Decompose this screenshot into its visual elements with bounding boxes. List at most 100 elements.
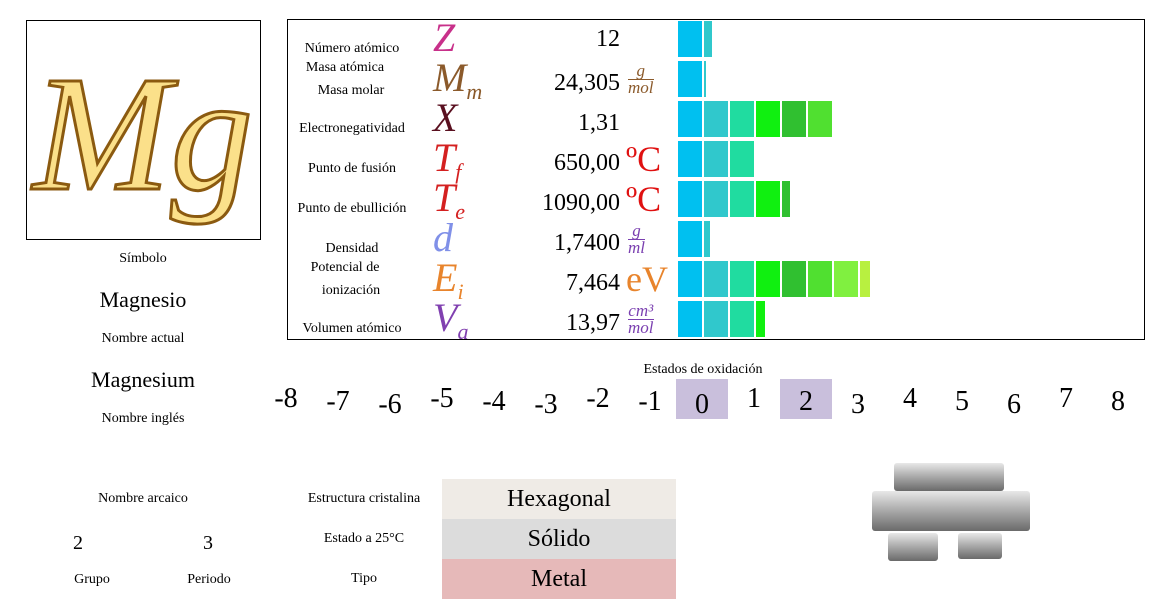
symbol-box: Mg bbox=[26, 20, 261, 240]
property-label: Volumen atómico bbox=[302, 321, 402, 336]
caption: Periodo bbox=[187, 572, 231, 587]
structure-value: Hexagonal bbox=[442, 479, 676, 519]
unit-den: ml bbox=[628, 238, 645, 257]
property-symbol: d bbox=[433, 214, 453, 261]
symbol-sub: m bbox=[466, 79, 483, 104]
structure-label: Estado a 25°C bbox=[323, 531, 405, 546]
oxidation-state: 3 bbox=[851, 389, 865, 420]
bar-segment bbox=[730, 181, 754, 217]
bar-segment bbox=[782, 181, 790, 217]
unit-den: mol bbox=[628, 318, 654, 337]
bar-segment bbox=[704, 21, 712, 57]
bar-segment bbox=[678, 181, 702, 217]
caption: Símbolo bbox=[119, 251, 167, 266]
oxidation-state: 2 bbox=[799, 386, 813, 417]
symbol-sub: a bbox=[457, 319, 469, 344]
bar-segment bbox=[860, 261, 870, 297]
property-symbol: X bbox=[433, 94, 457, 141]
unit: ºC bbox=[626, 179, 662, 219]
bar-segment bbox=[730, 301, 754, 337]
structure-value: Sólido bbox=[442, 519, 676, 559]
bar-segment bbox=[678, 301, 702, 337]
symbol-main: X bbox=[433, 95, 458, 140]
unit: g mol bbox=[628, 61, 654, 96]
caption: Nombre actual bbox=[101, 331, 185, 346]
property-label: ionización bbox=[321, 283, 381, 298]
bar-segment bbox=[756, 181, 780, 217]
unit-num: g bbox=[632, 221, 641, 240]
property-value: 1,7400 bbox=[554, 230, 620, 256]
oxidation-state: 6 bbox=[1007, 389, 1021, 420]
bar-segment bbox=[704, 301, 728, 337]
unit-num: g bbox=[636, 61, 646, 80]
oxidation-state: -6 bbox=[378, 389, 402, 420]
property-label: Número atómico bbox=[304, 41, 400, 56]
property-symbol: Va bbox=[433, 294, 468, 345]
symbol-graphic: Mg bbox=[30, 41, 255, 227]
symbol-main: d bbox=[433, 215, 453, 260]
symbol-main: T bbox=[433, 135, 456, 180]
bar-segment bbox=[704, 221, 710, 257]
unit: cm³ mol bbox=[628, 301, 654, 337]
structure-value: Metal bbox=[442, 559, 676, 599]
bar-segment bbox=[782, 261, 806, 297]
property-symbol: Tf bbox=[433, 134, 461, 185]
bar-segment bbox=[756, 301, 765, 337]
bar-segment bbox=[678, 21, 702, 57]
property-symbol: Te bbox=[433, 174, 465, 225]
oxidation-state: -7 bbox=[326, 386, 350, 417]
bar-segment bbox=[704, 261, 728, 297]
oxidation-title: Estados de oxidación bbox=[643, 362, 763, 377]
property-symbol: Ei bbox=[433, 254, 464, 305]
unit: g ml bbox=[628, 221, 645, 257]
unit-num: cm³ bbox=[628, 301, 654, 320]
bar-segment bbox=[730, 261, 754, 297]
symbol-main: V bbox=[433, 295, 458, 340]
group: 2 bbox=[73, 532, 83, 554]
oxidation-state: -1 bbox=[638, 386, 662, 417]
bar-segment bbox=[678, 101, 702, 137]
unit: eV bbox=[626, 259, 668, 299]
property-value: 7,464 bbox=[566, 270, 620, 296]
property-label: Electronegatividad bbox=[299, 121, 405, 136]
element-symbol: Mg bbox=[31, 42, 253, 225]
bar-segment bbox=[730, 141, 754, 177]
property-value: 1090,00 bbox=[542, 190, 620, 216]
bar-segment bbox=[704, 101, 728, 137]
bar-segment bbox=[704, 141, 728, 177]
oxidation-state: -3 bbox=[534, 389, 558, 420]
bar-segment bbox=[756, 261, 780, 297]
oxidation-state: -4 bbox=[482, 386, 506, 417]
property-label: Potencial de bbox=[310, 260, 380, 275]
bar-segment bbox=[704, 181, 728, 217]
symbol-main: T bbox=[433, 175, 456, 220]
structure-label: Estructura cristalina bbox=[307, 491, 421, 506]
bar-segment bbox=[730, 101, 754, 137]
property-value: 13,97 bbox=[566, 310, 620, 336]
symbol-main: Z bbox=[433, 15, 456, 60]
bar-segment bbox=[834, 261, 858, 297]
caption: Nombre inglés bbox=[101, 411, 185, 426]
property-value: 12 bbox=[596, 26, 620, 52]
property-value: 650,00 bbox=[554, 150, 620, 176]
name: Magnesium bbox=[91, 367, 195, 392]
symbol-sub: f bbox=[455, 159, 462, 184]
oxidation-state: -2 bbox=[586, 383, 610, 414]
bar-segment bbox=[678, 61, 702, 97]
oxidation-state: 1 bbox=[747, 383, 761, 414]
property-symbol: Mm bbox=[433, 54, 482, 105]
caption: Nombre arcaico bbox=[98, 491, 188, 506]
caption: Grupo bbox=[74, 572, 110, 587]
bar-segment bbox=[756, 101, 780, 137]
bar-segment bbox=[678, 141, 702, 177]
property-symbol: Z bbox=[433, 14, 455, 61]
metal-image bbox=[872, 463, 1030, 561]
oxidation-state: -8 bbox=[274, 383, 298, 414]
bar-segment bbox=[782, 101, 806, 137]
highlight bbox=[676, 379, 728, 419]
property-value: 24,305 bbox=[554, 70, 620, 96]
oxidation-state: 7 bbox=[1059, 383, 1073, 414]
property-label: Masa molar bbox=[317, 83, 385, 98]
property-label: Densidad bbox=[325, 241, 379, 256]
